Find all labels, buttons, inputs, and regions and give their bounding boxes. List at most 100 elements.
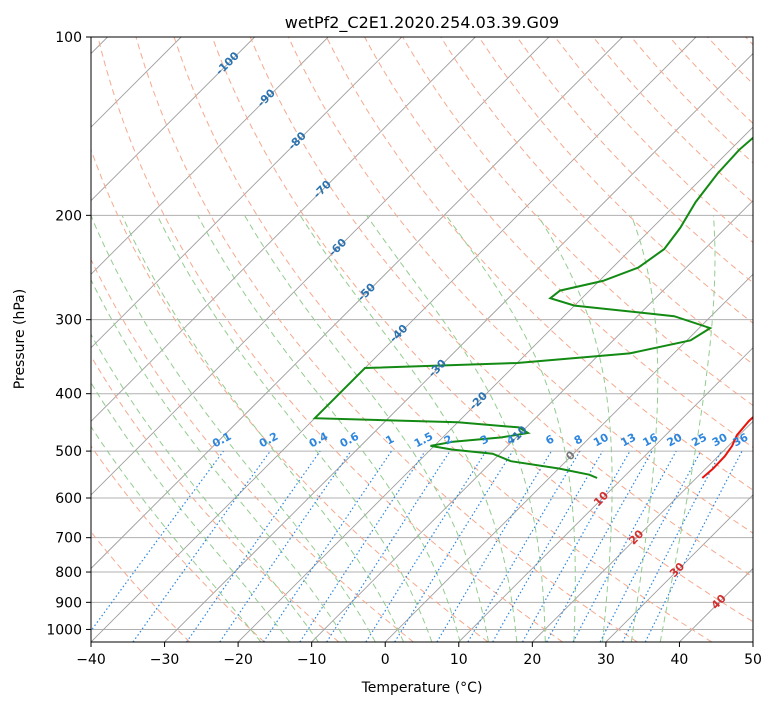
x-tick-label: 20 xyxy=(523,652,541,668)
isotherm-line xyxy=(532,420,753,642)
moist-adiabat-line xyxy=(244,215,489,642)
dry-adiabat-line xyxy=(516,37,753,284)
moist-adiabat-line xyxy=(91,425,262,642)
isotherm-line xyxy=(752,641,753,642)
dry-adiabat-line xyxy=(402,37,753,407)
y-tick-label: 700 xyxy=(55,531,82,547)
dry-adiabat-line xyxy=(97,37,563,642)
mixing-ratio-label: 8 xyxy=(572,432,585,447)
mixing-ratio-label: 1 xyxy=(383,432,396,447)
moist-adiabat-line xyxy=(537,215,613,642)
x-tick-label: 50 xyxy=(744,652,762,668)
mixing-ratio-label: 6 xyxy=(543,432,556,447)
y-tick-label: 900 xyxy=(55,595,82,611)
dry-adiabat-line xyxy=(173,37,713,642)
line-labels: 0.1 0.2 0.4 0.6 1 1.5 2 3 4 6 8 10 13 16 20 25 30 36-100-… xyxy=(210,49,750,612)
dry-adiabat-line xyxy=(440,37,753,365)
isotherm-line xyxy=(91,37,255,202)
x-tick-label: 0 xyxy=(381,652,390,668)
y-tick-label: 100 xyxy=(55,30,82,46)
dry-adiabat-line xyxy=(745,37,753,46)
y-tick-label: 200 xyxy=(55,208,82,224)
warm-isotherm-label: 20 xyxy=(626,527,646,547)
mixing-ratio-line xyxy=(299,450,426,642)
isotherm-line xyxy=(605,494,753,642)
temperature-profile-line xyxy=(701,415,753,479)
mixing-ratio-label: 1.5 xyxy=(412,430,435,451)
x-tick-label: −40 xyxy=(76,652,106,668)
moist-adiabat-line xyxy=(197,215,461,642)
x-tick-label: 40 xyxy=(671,652,689,668)
mixing-ratio-label: 0.6 xyxy=(338,430,362,451)
moist-adiabat-line xyxy=(91,278,348,642)
mixing-ratio-label: 0.1 xyxy=(210,430,233,451)
mixing-ratio-line xyxy=(91,450,224,632)
dry-adiabat-line xyxy=(287,37,753,534)
isotherm-line xyxy=(164,52,753,642)
mixing-ratio-label: 36 xyxy=(731,431,751,450)
dry-adiabat-line xyxy=(91,148,489,642)
isotherm-line xyxy=(237,126,753,642)
isotherm-label: -30 xyxy=(426,356,449,379)
isotherm-label: -70 xyxy=(311,177,334,200)
mixing-ratio-label: 0.2 xyxy=(257,430,280,451)
isotherm-label: -100 xyxy=(213,49,242,78)
dry-adiabat-line xyxy=(211,37,753,623)
y-tick-label: 500 xyxy=(55,444,82,460)
moist-adiabat-line xyxy=(156,215,433,642)
moist-adiabat-line xyxy=(91,333,319,642)
isotherm-line xyxy=(458,347,753,642)
mixing-ratio-label: 25 xyxy=(689,431,709,450)
moist-adiabat-line xyxy=(121,215,405,642)
mixing-ratio-label: 20 xyxy=(665,431,685,450)
mixing-ratio-line xyxy=(521,450,631,642)
mixing-ratio-line xyxy=(394,450,514,642)
moist-adiabat-line xyxy=(630,215,659,642)
isotherm-line xyxy=(384,273,753,642)
dewpoint-profile-line xyxy=(312,136,753,479)
moist-adiabat-line xyxy=(445,215,576,642)
warm-isotherm-label: 10 xyxy=(591,489,611,509)
x-tick-label: 30 xyxy=(597,652,615,668)
mixing-ratio-line xyxy=(436,450,553,642)
dry-adiabat-line xyxy=(91,445,265,642)
mixing-ratio-label: 16 xyxy=(641,431,661,450)
mixing-ratio-label: 0.4 xyxy=(307,430,331,451)
moist-adiabat-line xyxy=(366,215,546,642)
y-tick-label: 600 xyxy=(55,491,82,507)
x-tick-label: −20 xyxy=(223,652,253,668)
x-tick-label: −10 xyxy=(297,652,327,668)
isotherm-line xyxy=(91,37,329,275)
dry-adiabat-line xyxy=(554,37,753,244)
plot-frame xyxy=(90,36,754,643)
moist-adiabat-line xyxy=(299,215,518,642)
mixing-ratio-label: 10 xyxy=(591,431,611,450)
profile-lines xyxy=(312,136,753,479)
mixing-ratio-line xyxy=(186,450,321,642)
isotherm-line xyxy=(91,37,697,642)
isotherm-line xyxy=(679,567,753,642)
mixing-ratio-line xyxy=(572,450,677,642)
mixing-ratio-label: 3 xyxy=(478,432,491,447)
axis-ticks: −40 −30 −20 −10 0 10 20 30 40 5010020030040050060… xyxy=(46,30,762,668)
isotherm-label: -80 xyxy=(286,129,309,152)
moist-adiabat-line xyxy=(91,215,376,642)
isotherm-label: -60 xyxy=(326,236,349,259)
isotherm-line xyxy=(91,37,550,496)
background-lines xyxy=(91,37,753,642)
mixing-ratio-line xyxy=(365,450,487,642)
mixing-ratio-line xyxy=(546,450,653,642)
dry-adiabat-line xyxy=(135,37,638,642)
mixing-ratio-line xyxy=(644,450,743,642)
dry-adiabat-line xyxy=(326,37,753,491)
warm-isotherm-label: 40 xyxy=(709,592,729,612)
dry-adiabat-line xyxy=(364,37,753,449)
isotherm-label: -90 xyxy=(255,86,278,109)
y-tick-label: 1000 xyxy=(46,622,82,638)
y-tick-label: 300 xyxy=(55,313,82,329)
y-tick-label: 400 xyxy=(55,387,82,403)
mixing-ratio-line xyxy=(132,450,271,642)
isotherm-line xyxy=(91,37,403,349)
dry-adiabat-line xyxy=(707,37,753,85)
dry-adiabat-line xyxy=(478,37,753,324)
